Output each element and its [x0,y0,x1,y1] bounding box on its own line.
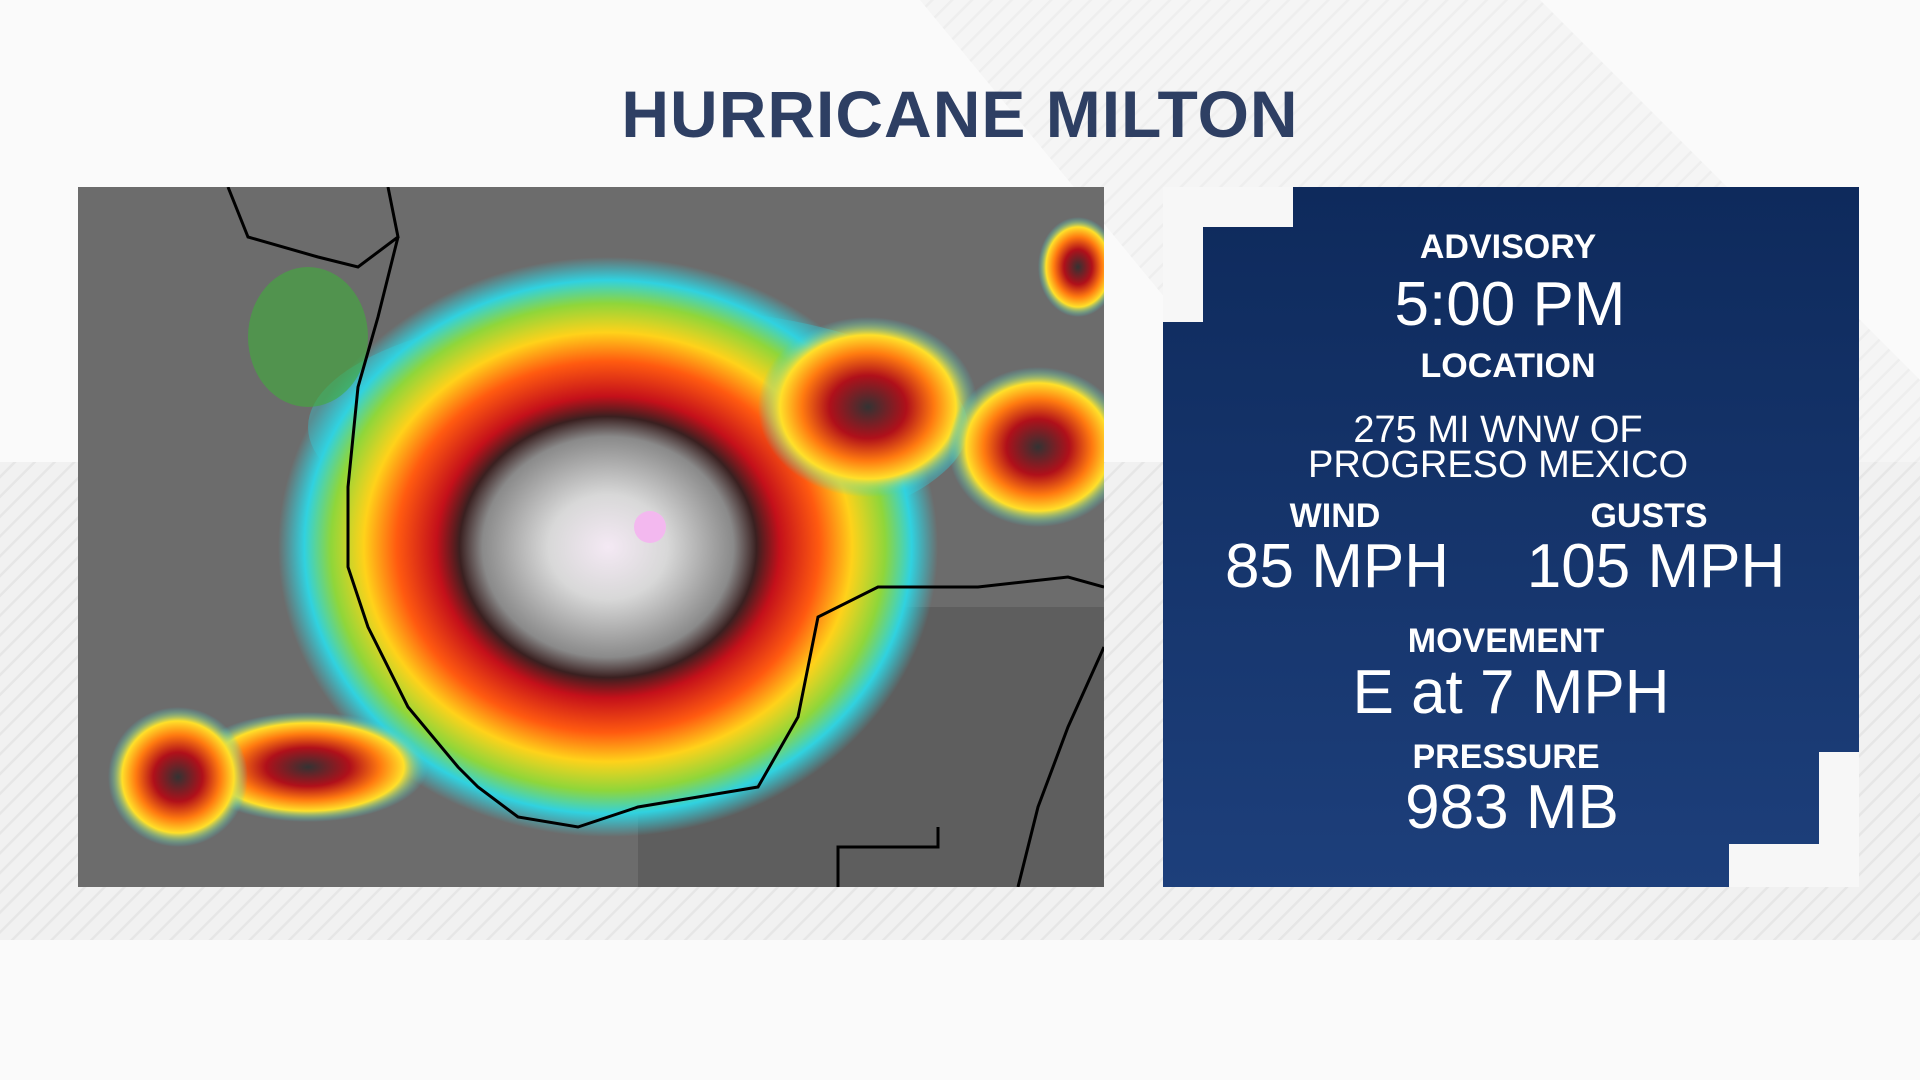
satellite-image [78,187,1104,887]
pressure-value: 983 MB [1405,773,1619,842]
gusts-label: GUSTS [1590,497,1708,535]
pressure-label: PRESSURE [1412,738,1600,776]
location-line: PROGRESO MEXICO [1307,444,1689,486]
wind-label: WIND [1289,497,1381,535]
location-label: LOCATION [1420,347,1596,385]
gusts-value: 105 MPH [1526,532,1786,601]
movement-value: E at 7 MPH [1352,658,1670,727]
title: HURRICANE MILTON [621,77,1299,151]
wind-value: 85 MPH [1225,532,1449,601]
advisory-value: 5:00 PM [1394,270,1626,339]
location-line: 275 MI WNW OF [1353,409,1643,451]
advisory-panel [1163,187,1859,887]
movement-label: MOVEMENT [1407,622,1605,660]
advisory-label: ADVISORY [1419,228,1597,266]
